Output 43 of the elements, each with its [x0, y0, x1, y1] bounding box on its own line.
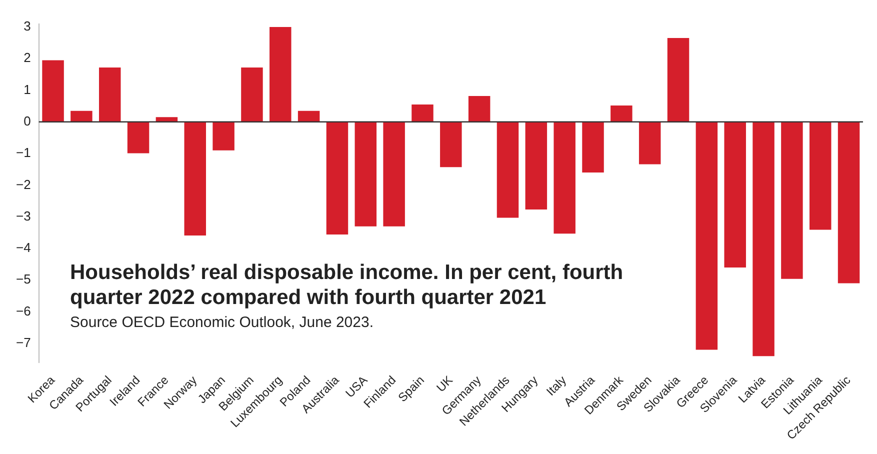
- y-tick-label: 0: [24, 113, 31, 128]
- bar: [184, 122, 206, 236]
- bar: [156, 117, 178, 122]
- bar: [582, 122, 604, 173]
- bar: [554, 122, 576, 234]
- bar: [326, 122, 348, 235]
- x-tick-label: Italy: [544, 373, 570, 399]
- y-tick-label: −4: [16, 240, 31, 256]
- y-tick-label: −7: [16, 334, 31, 350]
- bar: [383, 122, 405, 226]
- bar: [298, 110, 320, 122]
- bar: [270, 26, 292, 122]
- bar: [468, 96, 490, 122]
- bar: [127, 122, 150, 154]
- bar: [610, 105, 632, 122]
- y-tick-label: 2: [24, 50, 31, 66]
- y-tick-label: −1: [16, 145, 31, 160]
- bar: [781, 122, 803, 279]
- bar: [440, 122, 462, 168]
- y-tick-label: −3: [16, 208, 31, 224]
- y-tick-label: −5: [16, 272, 31, 287]
- bar: [70, 110, 92, 122]
- bar: [42, 60, 64, 122]
- bar: [667, 38, 690, 122]
- y-tick-label: −2: [16, 176, 31, 192]
- bar: [354, 122, 377, 226]
- bar: [752, 122, 774, 356]
- annotation: Source OECD Economic Outlook, June 2023.: [70, 314, 374, 331]
- bar: [638, 122, 661, 164]
- y-tick-label: −6: [16, 303, 31, 318]
- text: Households’ real disposable income. In per cent, fourth quarter 2022 compared with fourth quarter 2021: [70, 260, 624, 310]
- y-tick-label: 3: [24, 18, 31, 34]
- bar: [99, 67, 121, 122]
- bar: [412, 104, 434, 122]
- bar: [525, 122, 548, 210]
- bar: [212, 122, 234, 150]
- bar: [838, 122, 860, 284]
- bar: [241, 67, 263, 122]
- bar: [496, 122, 519, 218]
- bar: [724, 122, 746, 268]
- bar: [810, 122, 832, 230]
- bar: [696, 122, 718, 350]
- y-tick-label: 1: [24, 82, 31, 97]
